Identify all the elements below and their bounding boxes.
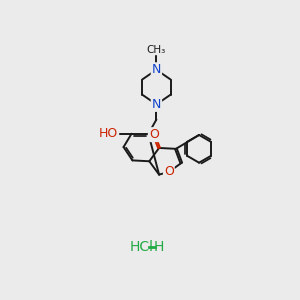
- Text: O: O: [164, 165, 174, 178]
- Text: H: H: [154, 240, 164, 254]
- Text: N: N: [152, 63, 161, 76]
- Text: N: N: [152, 98, 161, 111]
- Text: HCl: HCl: [129, 240, 153, 254]
- Text: O: O: [149, 128, 159, 141]
- Text: HO: HO: [99, 127, 118, 140]
- Text: CH₃: CH₃: [147, 45, 166, 55]
